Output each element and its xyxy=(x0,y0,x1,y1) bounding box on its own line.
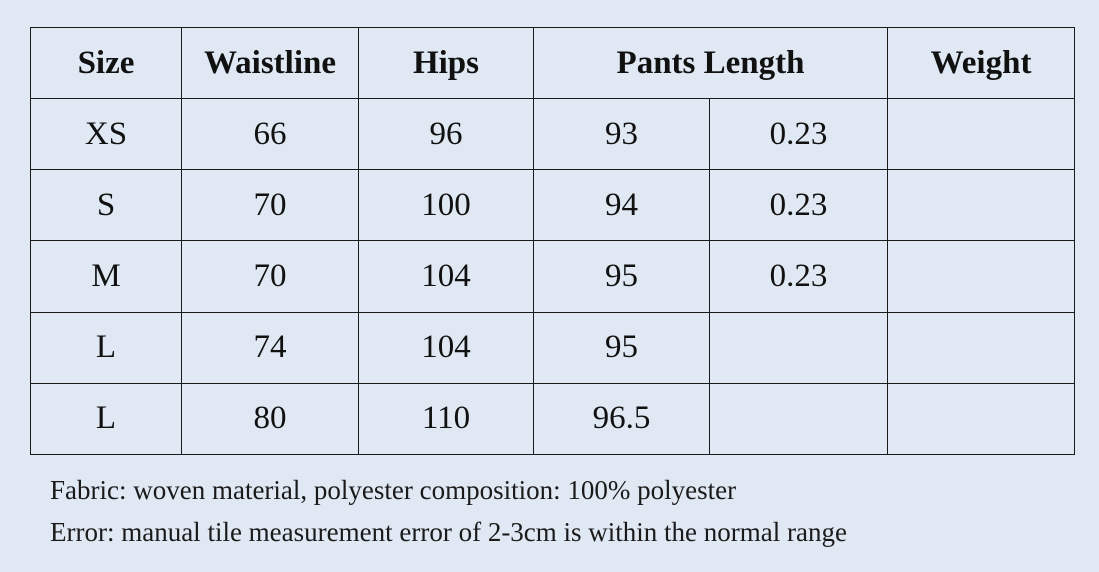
header-weight: Weight xyxy=(887,27,1076,99)
cell-weight xyxy=(887,97,1076,171)
cell-hips: 110 xyxy=(358,382,534,456)
cell-waistline: 70 xyxy=(181,240,359,313)
header-waistline: Waistline xyxy=(181,27,359,99)
cell-size: S xyxy=(30,169,182,242)
cell-waistline: 80 xyxy=(181,382,359,456)
cell-waistline: 70 xyxy=(181,169,359,242)
cell-pants-length: 94 xyxy=(533,169,710,242)
cell-hips: 100 xyxy=(358,169,534,242)
cell-extra: 0.23 xyxy=(708,169,889,242)
table-header-row: Size Waistline Hips Pants Length Weight xyxy=(30,27,1076,99)
cell-weight xyxy=(887,382,1076,456)
cell-extra xyxy=(708,311,889,384)
cell-pants-length: 95 xyxy=(533,311,710,384)
cell-size: M xyxy=(30,240,182,313)
cell-size: L xyxy=(30,382,182,456)
table-row: XS 66 96 93 0.23 xyxy=(30,97,1076,171)
header-pants-length: Pants Length xyxy=(532,27,889,99)
cell-extra: 0.23 xyxy=(708,97,889,171)
cell-weight xyxy=(887,240,1076,313)
table-row: S 70 100 94 0.23 xyxy=(30,169,1076,242)
cell-pants-length: 95 xyxy=(533,240,710,313)
cell-size: L xyxy=(30,311,182,384)
table-row: M 70 104 95 0.23 xyxy=(30,240,1076,313)
cell-hips: 104 xyxy=(358,240,534,313)
header-size: Size xyxy=(30,27,182,99)
size-chart-table: Size Waistline Hips Pants Length Weight … xyxy=(30,27,1076,456)
cell-hips: 96 xyxy=(358,97,534,171)
cell-pants-length: 96.5 xyxy=(533,382,710,456)
table-row: L 74 104 95 xyxy=(30,311,1076,384)
cell-waistline: 66 xyxy=(181,97,359,171)
header-hips: Hips xyxy=(358,27,534,99)
cell-extra: 0.23 xyxy=(708,240,889,313)
cell-extra xyxy=(708,382,889,456)
cell-hips: 104 xyxy=(358,311,534,384)
cell-pants-length: 93 xyxy=(533,97,710,171)
cell-waistline: 74 xyxy=(181,311,359,384)
fabric-note: Fabric: woven material, polyester compos… xyxy=(50,475,737,505)
table-row: L 80 110 96.5 xyxy=(30,382,1076,456)
cell-weight xyxy=(887,311,1076,384)
cell-size: XS xyxy=(30,97,182,171)
cell-weight xyxy=(887,169,1076,242)
error-note: Error: manual tile measurement error of … xyxy=(50,517,847,547)
